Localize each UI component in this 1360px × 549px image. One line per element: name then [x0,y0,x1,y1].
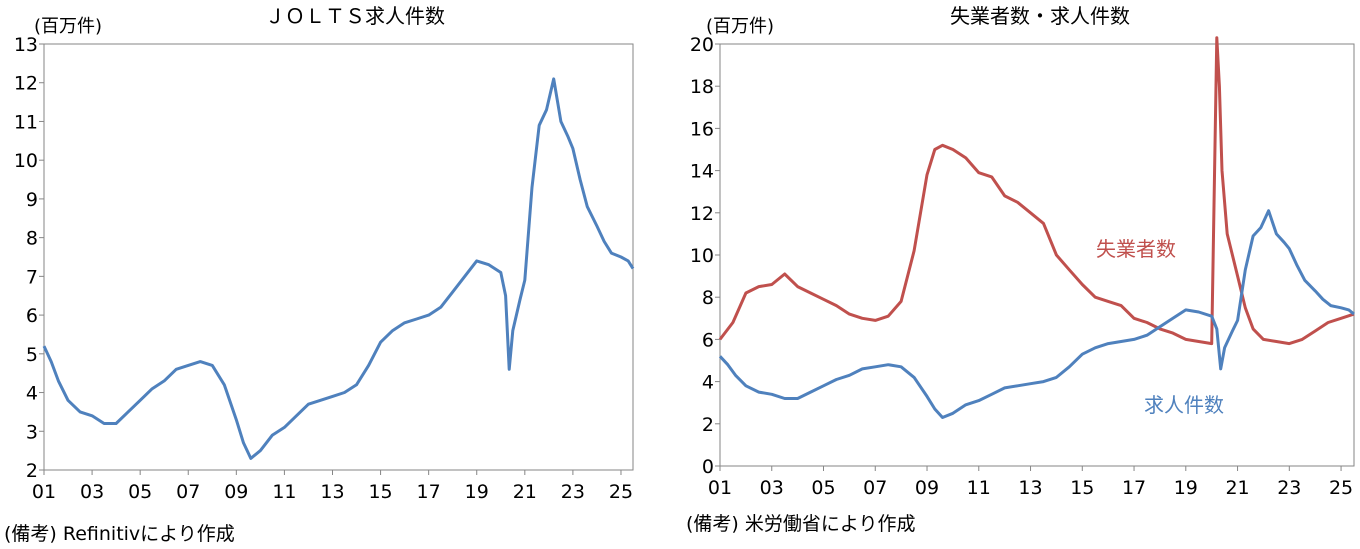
y-tick-label: 11 [14,111,38,133]
y-tick-label: 9 [26,189,38,211]
y-tick-label: 0 [702,456,714,478]
y-tick-label: 14 [690,161,714,183]
left-plot-area [43,43,634,471]
right-unit-label: (百万件) [706,16,774,37]
series-line [42,77,635,460]
y-tick-label: 12 [690,203,714,225]
y-tick-label: 16 [690,118,714,140]
y-tick-label: 2 [702,414,714,436]
y-tick-label: 20 [690,34,714,56]
x-tick-label: 13 [320,481,344,503]
y-tick-label: 6 [702,329,714,351]
x-tick-label: 05 [811,477,835,499]
y-tick-label: 2 [26,460,38,482]
y-tick-label: 8 [26,228,38,250]
x-tick-label: 11 [272,481,296,503]
x-tick-label: 25 [609,481,633,503]
series-line-失業者数 [718,36,1355,346]
right-plot-area [719,43,1355,467]
x-tick-label: 09 [224,481,248,503]
x-tick-label: 15 [1070,477,1094,499]
openings-series-label: 求人件数 [1144,393,1224,417]
x-tick-label: 13 [1018,477,1042,499]
y-tick-label: 3 [26,421,38,443]
x-tick-label: 07 [176,481,200,503]
x-tick-label: 25 [1329,477,1353,499]
x-tick-label: 19 [1174,477,1198,499]
y-tick-label: 5 [26,344,38,366]
right-series [718,36,1355,419]
left-source-note: (備考) Refinitivにより作成 [4,523,235,545]
x-tick-label: 21 [1225,477,1249,499]
left-series [42,77,635,460]
left-x-axis: 01 03 05 07 09 11 13 15 17 19 21 23 25 [32,470,633,503]
series-line-求人件数 [718,209,1355,419]
unemployed-series-label: 失業者数 [1096,237,1176,261]
x-tick-label: 05 [128,481,152,503]
right-x-axis: 01 03 05 07 09 11 13 15 17 19 21 23 25 [708,466,1353,499]
y-tick-label: 6 [26,305,38,327]
y-tick-label: 4 [26,383,38,405]
x-tick-label: 07 [863,477,887,499]
y-tick-label: 8 [702,287,714,309]
x-tick-label: 01 [32,481,56,503]
x-tick-label: 15 [368,481,392,503]
right-chart-title: 失業者数・求人件数 [950,4,1130,28]
right-source-note: (備考) 米労働省により作成 [686,513,916,535]
left-chart-title: ＪＯＬＴＳ求人件数 [265,4,445,28]
x-tick-label: 09 [915,477,939,499]
x-tick-label: 17 [417,481,441,503]
y-tick-label: 10 [690,245,714,267]
y-tick-label: 18 [690,76,714,98]
left-y-axis: 13 12 11 10 9 8 7 6 5 4 3 2 [14,34,44,482]
y-tick-label: 13 [14,34,38,56]
y-tick-label: 7 [26,266,38,288]
x-tick-label: 03 [760,477,784,499]
x-tick-label: 19 [465,481,489,503]
x-tick-label: 23 [561,481,585,503]
x-tick-label: 01 [708,477,732,499]
y-tick-label: 10 [14,150,38,172]
y-tick-label: 4 [702,372,714,394]
left-unit-label: (百万件) [34,16,102,37]
x-tick-label: 17 [1122,477,1146,499]
x-tick-label: 03 [80,481,104,503]
y-tick-label: 12 [14,73,38,95]
x-tick-label: 23 [1277,477,1301,499]
x-tick-label: 21 [513,481,537,503]
x-tick-label: 11 [967,477,991,499]
